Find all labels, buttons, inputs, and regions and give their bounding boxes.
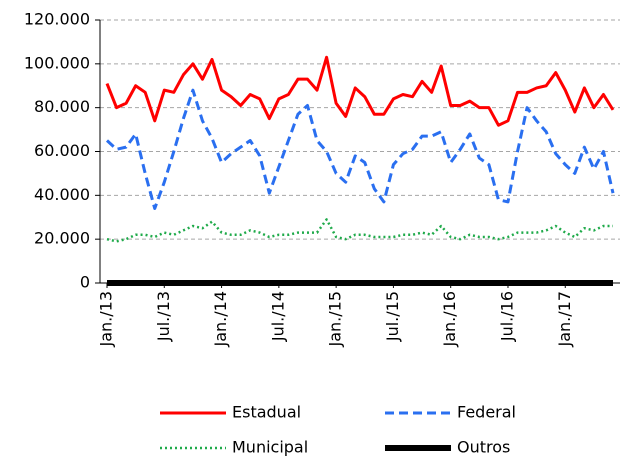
x-tick-label: Jul./16 xyxy=(497,291,516,342)
y-tick-label: 100.000 xyxy=(24,53,90,72)
legend-label: Municipal xyxy=(232,438,308,457)
x-tick-label: Jan./15 xyxy=(326,291,345,348)
y-tick-label: 40.000 xyxy=(34,185,90,204)
x-tick-label: Jul./15 xyxy=(383,291,402,342)
series-line xyxy=(105,88,615,210)
x-tick-label: Jul./14 xyxy=(268,291,287,342)
x-tick-label: Jan./17 xyxy=(555,291,574,348)
series-line xyxy=(106,218,613,243)
x-tick-label: Jan./13 xyxy=(97,291,116,348)
legend-label: Estadual xyxy=(232,403,301,422)
x-tick-label: Jan./16 xyxy=(440,291,459,348)
x-tick-label: Jan./14 xyxy=(211,291,230,348)
legend-label: Outros xyxy=(457,438,510,457)
y-tick-label: 60.000 xyxy=(34,141,90,160)
y-tick-label: 80.000 xyxy=(34,97,90,116)
y-tick-label: 120.000 xyxy=(24,10,90,29)
series-line xyxy=(105,55,615,127)
x-tick-label: Jul./13 xyxy=(154,291,173,342)
y-tick-label: 20.000 xyxy=(34,229,90,248)
y-tick-label: 0 xyxy=(80,273,90,292)
legend-label: Federal xyxy=(457,403,516,422)
